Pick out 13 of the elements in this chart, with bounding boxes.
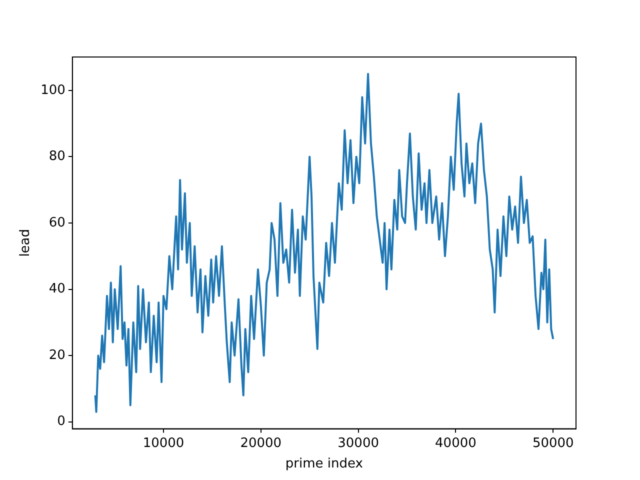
x-tick-label: 40000 xyxy=(435,436,476,451)
y-axis-title: lead xyxy=(18,228,34,257)
y-tick-label: 60 xyxy=(48,215,66,230)
y-tick-label: 100 xyxy=(40,82,66,98)
y-tick-label: 0 xyxy=(57,414,66,430)
x-tick-label: 20000 xyxy=(240,436,282,451)
y-tick-label: 20 xyxy=(48,348,66,363)
x-tick-label: 10000 xyxy=(142,436,184,451)
y-tick-label: 80 xyxy=(48,149,66,164)
x-axis-title: prime index xyxy=(285,456,364,472)
x-tick-label: 30000 xyxy=(338,436,379,451)
x-tick-label: 50000 xyxy=(532,436,574,451)
y-tick-label: 40 xyxy=(48,282,66,297)
